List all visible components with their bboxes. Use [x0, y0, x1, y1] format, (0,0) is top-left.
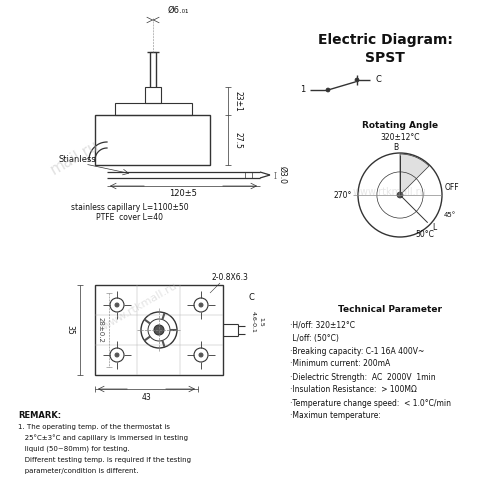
Text: 120±5: 120±5	[169, 190, 197, 198]
Text: Ø6.₀₁: Ø6.₀₁	[168, 6, 188, 15]
Text: 4.6-0.1: 4.6-0.1	[250, 311, 256, 333]
Text: REMARK:: REMARK:	[18, 410, 61, 420]
Text: SPST: SPST	[365, 51, 405, 65]
Wedge shape	[400, 154, 429, 195]
Text: 1: 1	[300, 86, 305, 94]
Text: Technical Parameter: Technical Parameter	[338, 306, 442, 314]
Text: 25°C±3°C and capillary is immersed in testing: 25°C±3°C and capillary is immersed in te…	[18, 434, 188, 442]
Text: ·Dielectric Strength:  AC  2000V  1min: ·Dielectric Strength: AC 2000V 1min	[290, 372, 436, 382]
Text: 1. The operating temp. of the thermostat is: 1. The operating temp. of the thermostat…	[18, 424, 170, 430]
Text: PTFE  cover L=40: PTFE cover L=40	[96, 214, 164, 222]
Text: ·Maximun temperature:: ·Maximun temperature:	[290, 412, 381, 420]
Text: 35: 35	[66, 325, 74, 335]
Text: C: C	[376, 76, 382, 84]
Circle shape	[154, 325, 164, 335]
Circle shape	[397, 192, 403, 198]
Text: 320±12°C: 320±12°C	[380, 132, 420, 141]
Text: L: L	[432, 223, 437, 232]
Text: 1.5: 1.5	[258, 317, 264, 327]
Text: Electric Diagram:: Electric Diagram:	[318, 33, 452, 47]
Text: Different testing temp. is required if the testing: Different testing temp. is required if t…	[18, 457, 191, 463]
Bar	[115, 103, 192, 115]
Circle shape	[326, 88, 330, 92]
Text: 50°C: 50°C	[416, 230, 434, 239]
Text: ·H/off: 320±12°C: ·H/off: 320±12°C	[290, 320, 355, 330]
Text: ·Temperature change speed:  < 1.0°C/min: ·Temperature change speed: < 1.0°C/min	[290, 398, 451, 407]
Text: ·Minimum current: 200mA: ·Minimum current: 200mA	[290, 360, 390, 368]
Text: 45°: 45°	[444, 212, 456, 218]
Text: Rotating Angle: Rotating Angle	[362, 120, 438, 130]
Text: stainless capillary L=1100±50: stainless capillary L=1100±50	[71, 204, 189, 212]
Bar	[95, 115, 210, 165]
Bar	[95, 285, 223, 375]
Circle shape	[199, 353, 203, 357]
Text: 270°: 270°	[334, 190, 352, 200]
Text: 43: 43	[141, 392, 151, 402]
Text: Ø3.0: Ø3.0	[278, 166, 286, 184]
Text: OFF: OFF	[444, 182, 460, 192]
Text: 28±0.2: 28±0.2	[98, 317, 104, 343]
Text: ·Breaking capacity: C-1 16A 400V~: ·Breaking capacity: C-1 16A 400V~	[290, 346, 424, 356]
Text: ·Insulation Resistance:  > 100MΩ: ·Insulation Resistance: > 100MΩ	[290, 386, 417, 394]
Text: 27.5: 27.5	[234, 132, 242, 148]
Text: mail.ru: mail.ru	[48, 138, 102, 178]
Text: liquid (50~80mm) for testing.: liquid (50~80mm) for testing.	[18, 446, 130, 452]
Bar	[145, 87, 161, 103]
Text: 2-0.8X6.3: 2-0.8X6.3	[212, 274, 248, 282]
Text: C: C	[248, 292, 254, 302]
Text: www.rtkmall.ru: www.rtkmall.ru	[353, 187, 427, 197]
Circle shape	[115, 303, 119, 307]
Circle shape	[199, 303, 203, 307]
Circle shape	[355, 78, 359, 82]
Text: L/off: (50°C): L/off: (50°C)	[290, 334, 339, 342]
Text: Stianless: Stianless	[58, 156, 96, 164]
Circle shape	[115, 353, 119, 357]
Text: www.rtkmall.ru: www.rtkmall.ru	[100, 281, 180, 332]
Text: B: B	[394, 144, 398, 152]
Text: parameter/condition is different.: parameter/condition is different.	[18, 468, 138, 474]
Text: 23±1: 23±1	[234, 90, 242, 112]
